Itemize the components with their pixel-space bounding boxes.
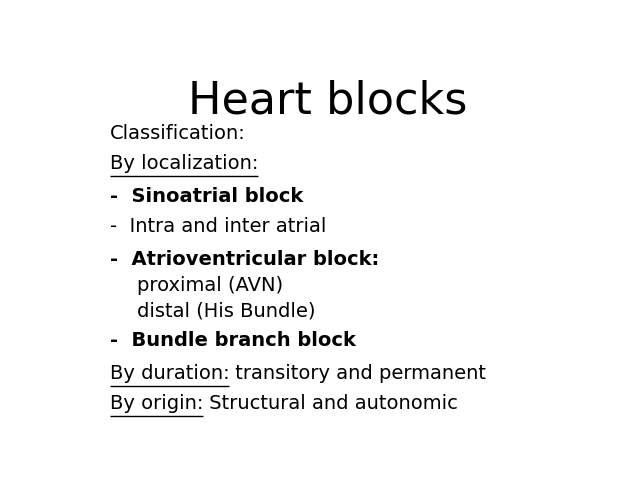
Text: proximal (AVN): proximal (AVN) xyxy=(137,276,283,295)
Text: By localization:: By localization: xyxy=(110,154,258,173)
Text: -  Atrioventricular block:: - Atrioventricular block: xyxy=(110,250,379,269)
Text: Classification:: Classification: xyxy=(110,124,246,143)
Text: distal (His Bundle): distal (His Bundle) xyxy=(137,301,316,321)
Text: By duration:: By duration: xyxy=(110,364,229,384)
Text: -  Bundle branch block: - Bundle branch block xyxy=(110,331,356,350)
Text: -  Sinoatrial block: - Sinoatrial block xyxy=(110,187,303,206)
Text: transitory and permanent: transitory and permanent xyxy=(229,364,486,384)
Text: Heart blocks: Heart blocks xyxy=(188,80,468,123)
Text: -  Intra and inter atrial: - Intra and inter atrial xyxy=(110,216,326,236)
Text: By origin:: By origin: xyxy=(110,394,203,413)
Text: Structural and autonomic: Structural and autonomic xyxy=(203,394,458,413)
